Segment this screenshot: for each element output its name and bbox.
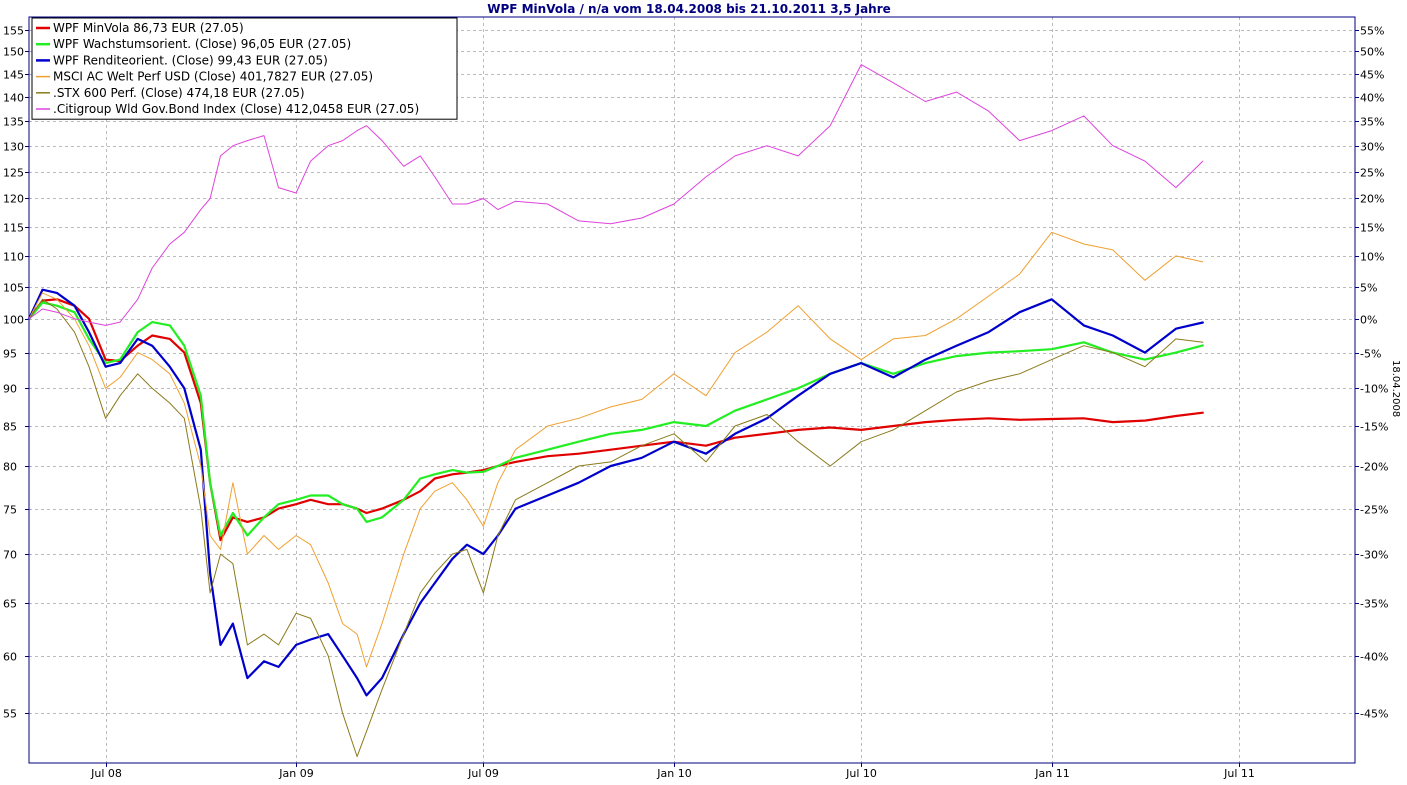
y-tick-label: 130: [3, 141, 24, 154]
y2-tick-label: 15%: [1360, 222, 1384, 235]
legend-entry: MSCI AC Welt Perf USD (Close) 401,7827 E…: [53, 70, 373, 84]
y2-tick-label: 20%: [1360, 193, 1384, 206]
y-tick-label: 155: [3, 25, 24, 38]
series-line-6: [28, 64, 1204, 326]
y2-tick-label: -20%: [1360, 461, 1388, 474]
y-tick-label: 105: [3, 282, 24, 295]
y2-tick-label: 30%: [1360, 141, 1384, 154]
x-tick-label: Jan 11: [1034, 767, 1069, 780]
y-tick-label: 120: [3, 193, 24, 206]
y-tick-label: 125: [3, 167, 24, 180]
series-line-5: [28, 298, 1204, 758]
y-tick-label: 115: [3, 222, 24, 235]
y-tick-label: 70: [3, 549, 17, 562]
y-tick-label: 100: [3, 314, 24, 327]
y-tick-label: 150: [3, 46, 24, 59]
y2-tick-label: 45%: [1360, 69, 1384, 82]
x-tick-label: Jan 10: [656, 767, 691, 780]
y-tick-label: 110: [3, 251, 24, 264]
y-tick-label: 80: [3, 461, 17, 474]
y2-tick-label: 25%: [1360, 167, 1384, 180]
y-tick-label: 145: [3, 69, 24, 82]
legend-entry: WPF MinVola 86,73 EUR (27.05): [53, 21, 244, 35]
series-line-3: [27, 288, 1204, 697]
y-tick-label: 135: [3, 116, 24, 129]
y2-tick-label: -45%: [1360, 708, 1388, 721]
y2-tick-label: 10%: [1360, 251, 1384, 264]
legend-entry: WPF Renditeorient. (Close) 99,43 EUR (27…: [53, 53, 328, 67]
y-tick-label: 60: [3, 651, 17, 664]
x-tick-label: Jul 10: [845, 767, 877, 780]
y2-tick-label: 0%: [1360, 314, 1377, 327]
y2-tick-label: 50%: [1360, 46, 1384, 59]
y2-tick-label: 35%: [1360, 116, 1384, 129]
right-axis-label: 18.04.2008: [1390, 360, 1401, 417]
series-line-2: [27, 301, 1204, 537]
x-tick-label: Jul 09: [467, 767, 499, 780]
y2-tick-label: 55%: [1360, 25, 1384, 38]
y-tick-label: 75: [3, 504, 17, 517]
y2-tick-label: -25%: [1360, 504, 1388, 517]
y2-tick-label: 5%: [1360, 282, 1377, 295]
y2-tick-label: 40%: [1360, 92, 1384, 105]
y2-tick-label: -5%: [1360, 348, 1381, 361]
series-line-4: [28, 231, 1204, 668]
y-tick-label: 95: [3, 348, 17, 361]
x-tick-label: Jul 11: [1223, 767, 1255, 780]
x-tick-label: Jul 08: [90, 767, 122, 780]
y2-tick-label: -10%: [1360, 383, 1388, 396]
legend-entry: WPF Wachstumsorient. (Close) 96,05 EUR (…: [53, 37, 351, 51]
x-tick-label: Jan 09: [278, 767, 313, 780]
legend-entry: .STX 600 Perf. (Close) 474,18 EUR (27.05…: [53, 86, 305, 100]
series-line-1: [27, 298, 1204, 542]
y-tick-label: 90: [3, 383, 17, 396]
y-tick-label: 55: [3, 708, 17, 721]
y2-tick-label: -40%: [1360, 651, 1388, 664]
chart-title: WPF MinVola / n/a vom 18.04.2008 bis 21.…: [487, 2, 891, 16]
y-tick-label: 85: [3, 421, 17, 434]
y-tick-label: 140: [3, 92, 24, 105]
legend-box: [31, 17, 458, 120]
plot-frame: [28, 16, 1356, 764]
legend-entry: .Citigroup Wld Gov.Bond Index (Close) 41…: [53, 102, 419, 116]
y2-tick-label: -15%: [1360, 421, 1388, 434]
y-tick-label: 65: [3, 598, 17, 611]
y2-tick-label: -35%: [1360, 598, 1388, 611]
y2-tick-label: -30%: [1360, 549, 1388, 562]
